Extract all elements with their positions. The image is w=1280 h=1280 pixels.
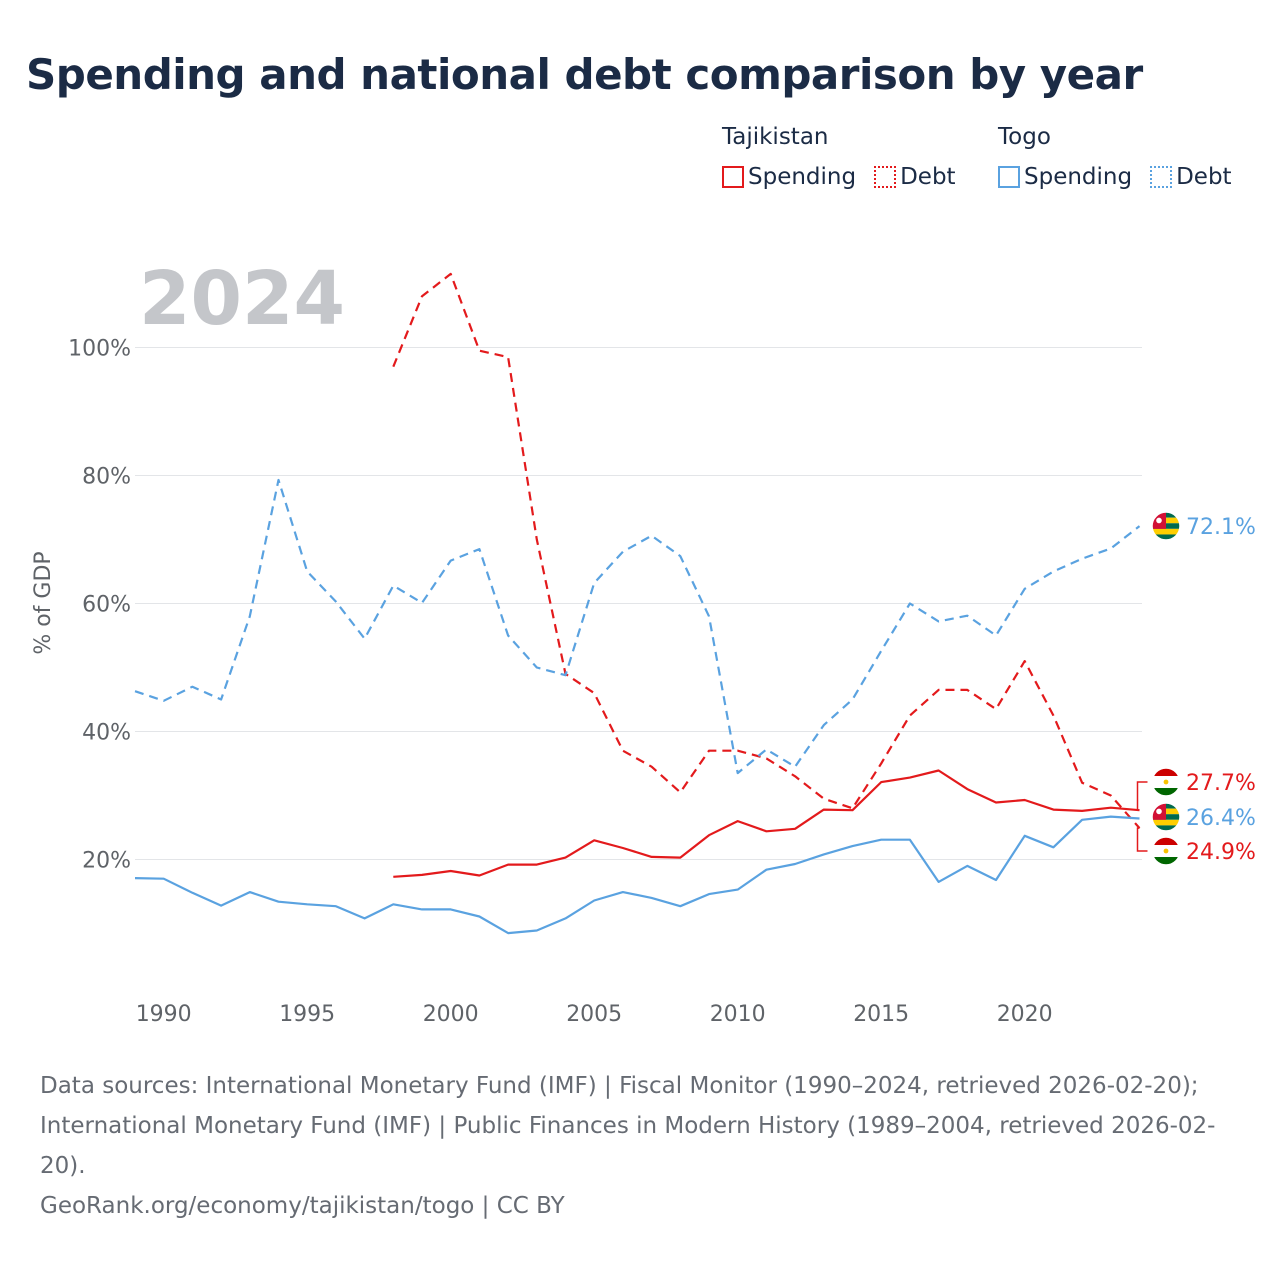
- x-tick-label: 2000: [423, 1002, 479, 1027]
- legend-group-name: Togo: [998, 124, 1051, 150]
- tajikistan-flag-icon: [1151, 767, 1181, 797]
- legend-group-name: Tajikistan: [722, 124, 829, 150]
- line-chart: 20% 40% 60% 80% 100% 1990 1995 2000 2005 2010 201…: [31, 256, 1256, 1027]
- tajikistan-flag-icon: [1151, 836, 1181, 866]
- legend-item-tajikistan-spending[interactable]: Spending: [722, 164, 856, 190]
- end-label: 72.1%: [1186, 515, 1256, 540]
- legend-group-tajikistan: Tajikistan Spending Debt: [722, 124, 956, 190]
- flag-ring: [1151, 802, 1181, 832]
- legend-label: Debt: [900, 164, 956, 190]
- end-label: 26.4%: [1186, 806, 1256, 831]
- togo-flag-icon: [1151, 802, 1181, 832]
- y-tick-label: 100%: [68, 337, 131, 362]
- legend-label: Spending: [748, 164, 857, 190]
- chart-title: Spending and national debt comparison by…: [26, 50, 1143, 99]
- x-tick-label: 2005: [566, 1002, 622, 1027]
- flag-star: [1156, 517, 1162, 524]
- attribution-link[interactable]: GeoRank.org/economy/tajikistan/togo | CC…: [40, 1193, 565, 1219]
- y-axis-label: % of GDP: [31, 551, 56, 654]
- legend-item-tajikistan-debt[interactable]: Debt: [874, 164, 956, 190]
- end-label: 24.9%: [1186, 840, 1256, 865]
- flag-body: [1152, 837, 1180, 865]
- y-tick-label: 40%: [82, 721, 131, 746]
- y-axis-ticks: 20% 40% 60% 80% 100%: [68, 337, 131, 874]
- legend-label: Debt: [1176, 164, 1232, 190]
- flag-body: [1152, 768, 1180, 796]
- x-tick-label: 2010: [710, 1002, 766, 1027]
- tg-debt-line: [134, 478, 1141, 775]
- end-label: 27.7%: [1186, 771, 1256, 796]
- x-tick-label: 1995: [279, 1002, 335, 1027]
- legend-swatch-dotted-blue: [1150, 166, 1173, 188]
- flag-star: [1156, 808, 1162, 815]
- togo-flag-icon: [1151, 511, 1181, 541]
- series-lines: [134, 272, 1141, 935]
- legend-item-togo-spending[interactable]: Spending: [998, 164, 1132, 190]
- y-tick-label: 20%: [82, 849, 131, 874]
- end-labels: 72.1% 27.7% 26.4% 24.9%: [1136, 511, 1256, 866]
- legend-swatch-solid-red: [722, 166, 744, 188]
- legend-item-togo-debt[interactable]: Debt: [1150, 164, 1232, 190]
- legend-swatch-solid-blue: [998, 166, 1020, 188]
- year-watermark: 2024: [139, 256, 345, 342]
- x-tick-label: 1990: [136, 1002, 192, 1027]
- label-connector: [1136, 781, 1148, 811]
- x-axis-ticks: 1990 1995 2000 2005 2010 2015 2020: [136, 1002, 1053, 1027]
- gridlines: [135, 347, 1142, 860]
- flag-crown: [1163, 779, 1169, 785]
- data-sources: Data sources: International Monetary Fun…: [40, 1066, 1240, 1226]
- flag-ring: [1151, 836, 1181, 866]
- flag-crown: [1163, 848, 1169, 854]
- flag-stripe: [1152, 534, 1180, 541]
- flag-stripe: [1152, 837, 1180, 845]
- x-tick-label: 2020: [997, 1002, 1053, 1027]
- flag-ring: [1151, 511, 1181, 541]
- legend-label: Spending: [1024, 164, 1133, 190]
- flag-stripe: [1152, 857, 1180, 865]
- flag-stripe: [1152, 819, 1180, 826]
- flag-stripe: [1152, 528, 1180, 535]
- y-tick-label: 80%: [82, 465, 131, 490]
- legend-group-togo: Togo Spending Debt: [998, 124, 1232, 190]
- tj-debt-line: [392, 272, 1141, 829]
- source-text: Data sources: International Monetary Fun…: [40, 1073, 1216, 1179]
- label-connector: [1136, 827, 1148, 852]
- flag-ring: [1151, 767, 1181, 797]
- y-tick-label: 60%: [82, 593, 131, 618]
- flag-stripe: [1152, 788, 1180, 796]
- tg-spending-line: [134, 815, 1140, 935]
- flag-stripe: [1152, 825, 1180, 831]
- legend-swatch-dotted-red: [874, 166, 897, 188]
- tj-spending-line: [393, 769, 1140, 878]
- flag-stripe: [1152, 768, 1180, 776]
- x-tick-label: 2015: [853, 1002, 909, 1027]
